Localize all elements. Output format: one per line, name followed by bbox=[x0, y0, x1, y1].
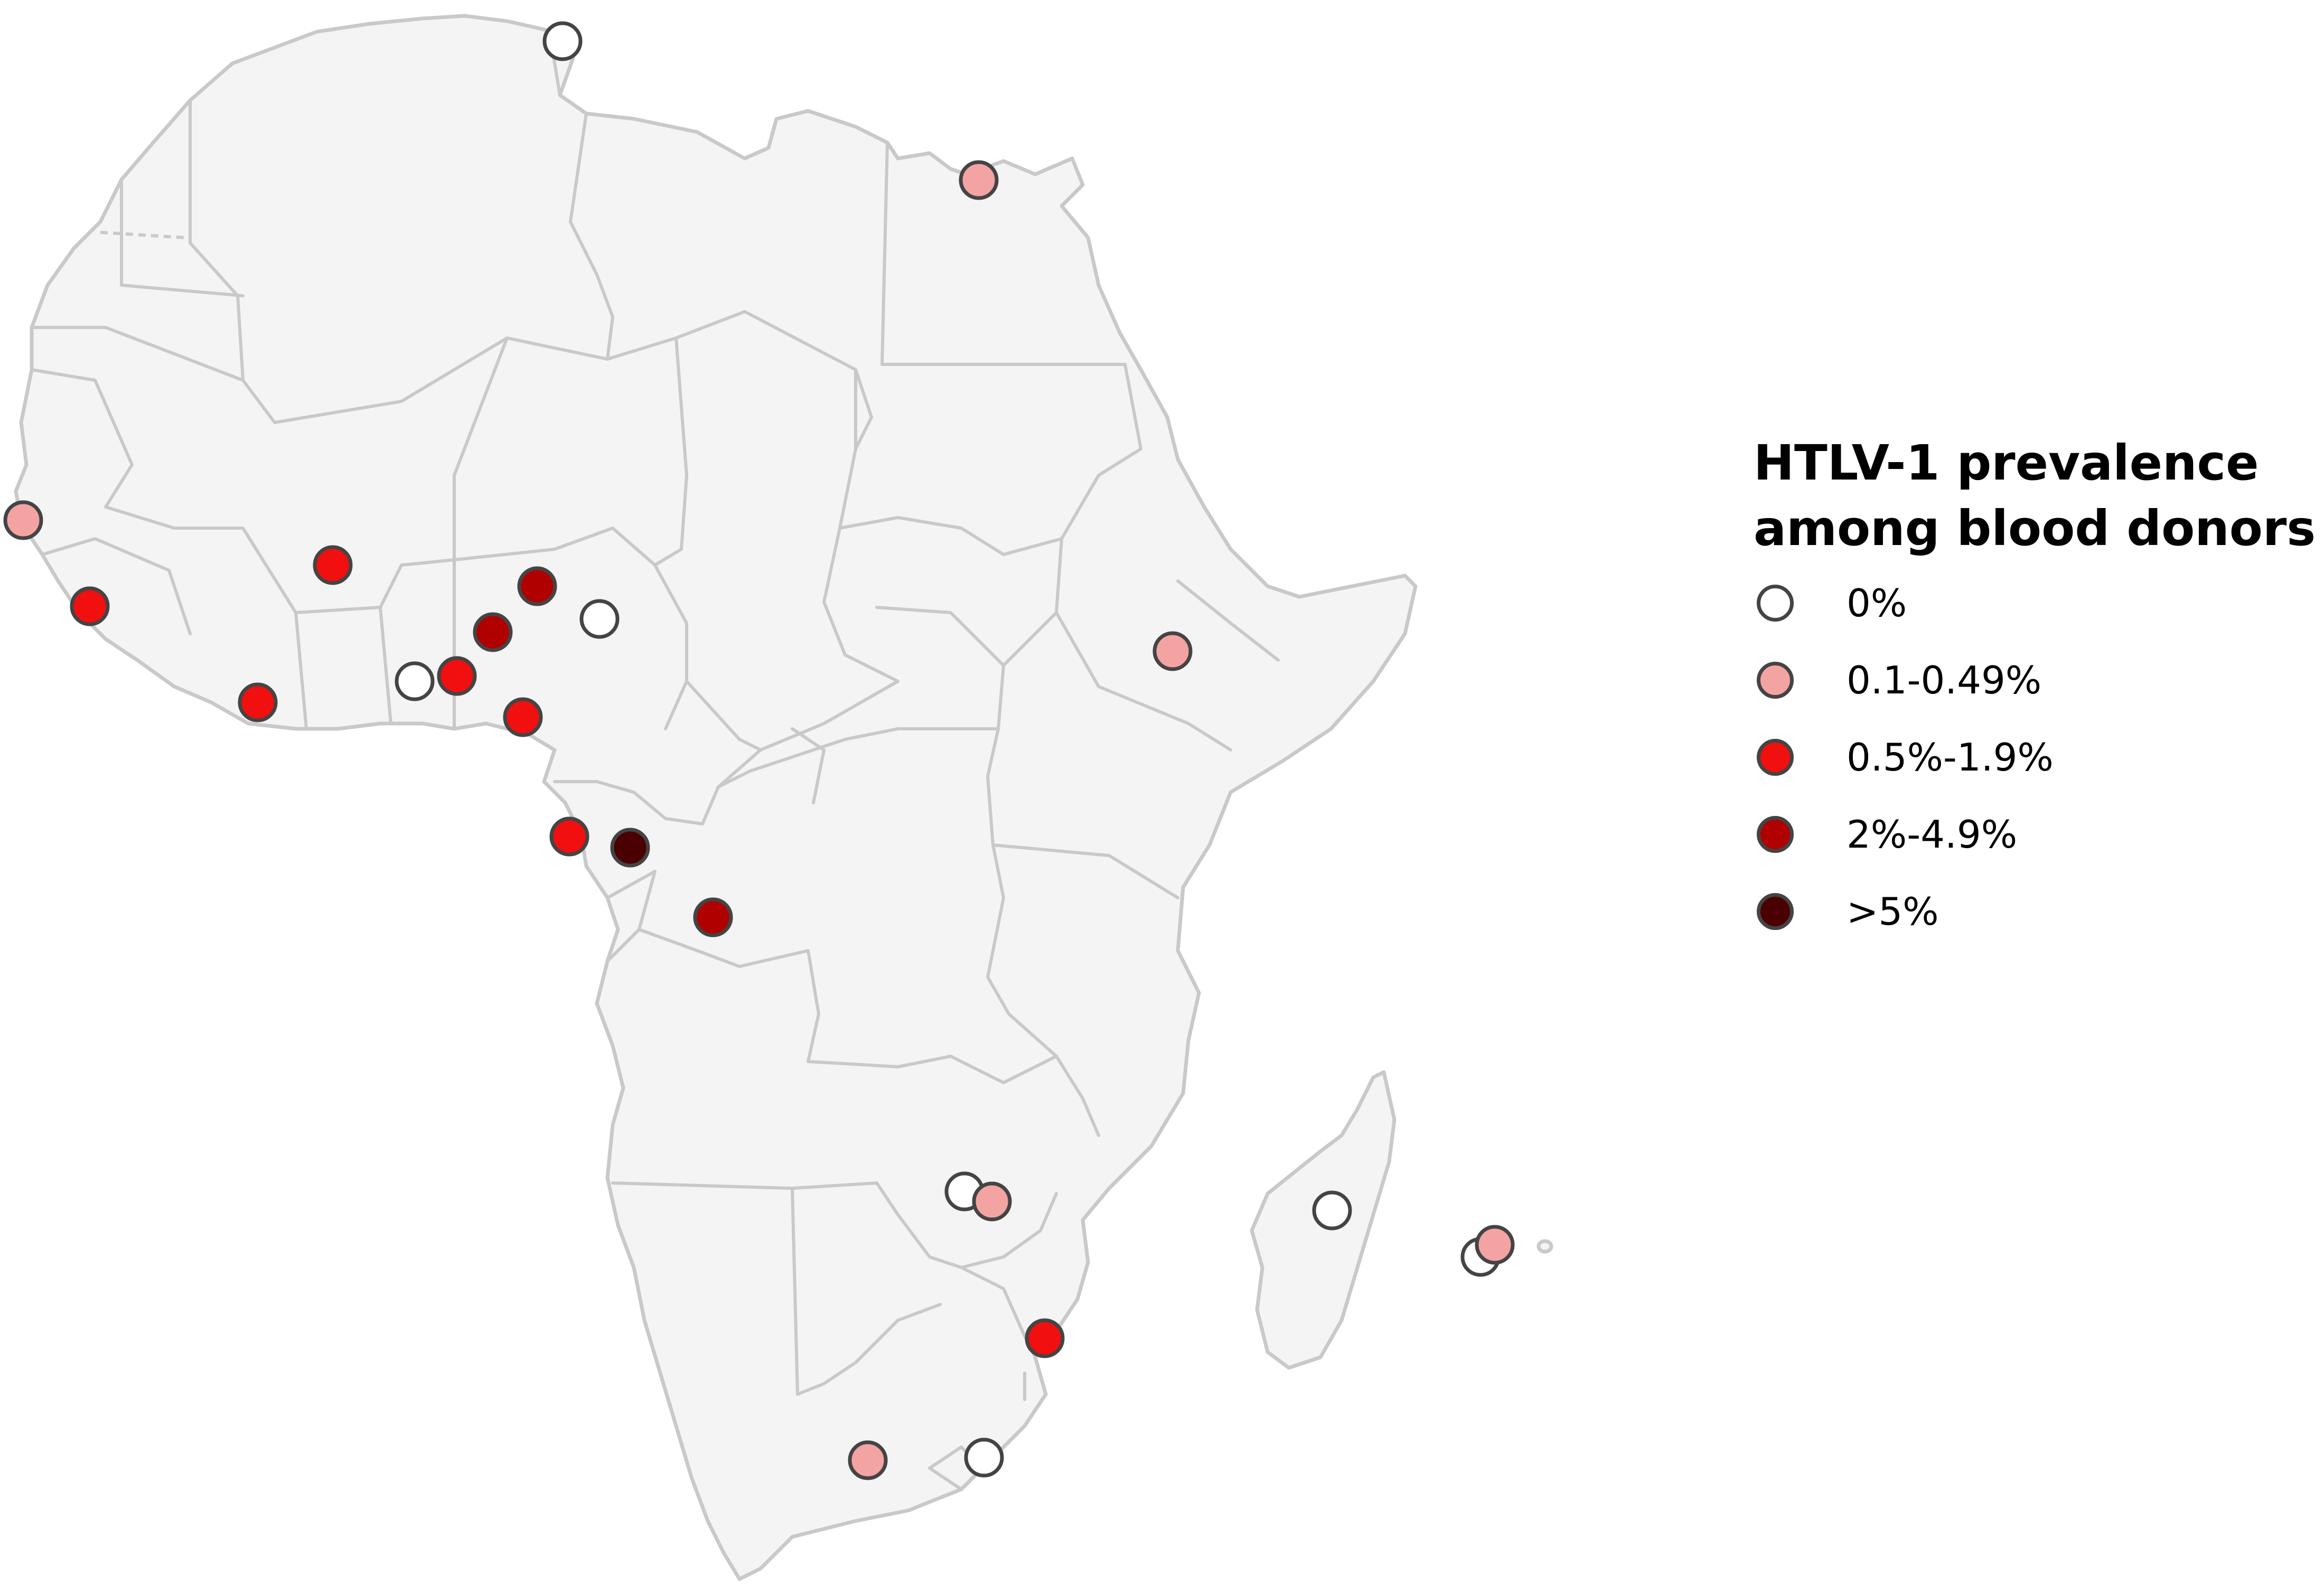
site-marker bbox=[395, 661, 435, 701]
legend-title: HTLV-1 prevalence among blood donors bbox=[1754, 430, 2324, 561]
site-marker bbox=[1152, 631, 1193, 671]
legend-title-line-2: among blood donors bbox=[1754, 500, 2316, 557]
legend-label: 2%-4.9% bbox=[1847, 812, 2018, 857]
site-marker bbox=[693, 897, 733, 937]
legend-label: 0.5%-1.9% bbox=[1847, 735, 2054, 780]
site-marker bbox=[3, 500, 43, 540]
site-marker bbox=[542, 21, 583, 61]
legend-swatch bbox=[1757, 585, 1794, 622]
site-marker bbox=[549, 816, 589, 857]
site-marker bbox=[1025, 1318, 1065, 1358]
africa-landmass bbox=[14, 14, 1418, 1581]
disputed-border bbox=[100, 231, 185, 239]
legend-label: 0.1-0.49% bbox=[1847, 658, 2042, 702]
legend-item: 2%-4.9% bbox=[1754, 800, 2324, 877]
site-marker bbox=[1312, 1190, 1352, 1231]
site-marker bbox=[972, 1181, 1012, 1222]
legend-item: 0.5%-1.9% bbox=[1754, 723, 2324, 800]
legend-item: 0.1-0.49% bbox=[1754, 646, 2324, 723]
legend-item: 0% bbox=[1754, 569, 2324, 646]
site-markers bbox=[3, 21, 1515, 1480]
legend-swatch bbox=[1757, 893, 1794, 930]
legend-swatch bbox=[1757, 816, 1794, 853]
site-marker bbox=[313, 545, 353, 585]
site-marker bbox=[503, 697, 543, 737]
site-marker bbox=[517, 566, 557, 606]
legend: HTLV-1 prevalence among blood donors 0% … bbox=[1754, 430, 2324, 954]
site-marker bbox=[610, 828, 650, 868]
legend-item: >5% bbox=[1754, 877, 2324, 954]
legend-title-line-1: HTLV-1 prevalence bbox=[1754, 435, 2259, 491]
site-marker bbox=[959, 160, 999, 200]
site-marker bbox=[964, 1438, 1004, 1478]
site-marker bbox=[1475, 1225, 1515, 1265]
legend-swatch bbox=[1757, 662, 1794, 699]
site-marker bbox=[238, 682, 278, 722]
legend-label: >5% bbox=[1847, 889, 1939, 934]
legend-label: 0% bbox=[1847, 581, 1907, 625]
site-marker bbox=[70, 586, 110, 626]
site-marker bbox=[437, 656, 477, 696]
legend-swatch bbox=[1757, 739, 1794, 776]
site-marker bbox=[579, 599, 620, 639]
site-marker bbox=[848, 1440, 888, 1480]
island-east-1 bbox=[1536, 1239, 1553, 1254]
site-marker bbox=[473, 612, 513, 652]
